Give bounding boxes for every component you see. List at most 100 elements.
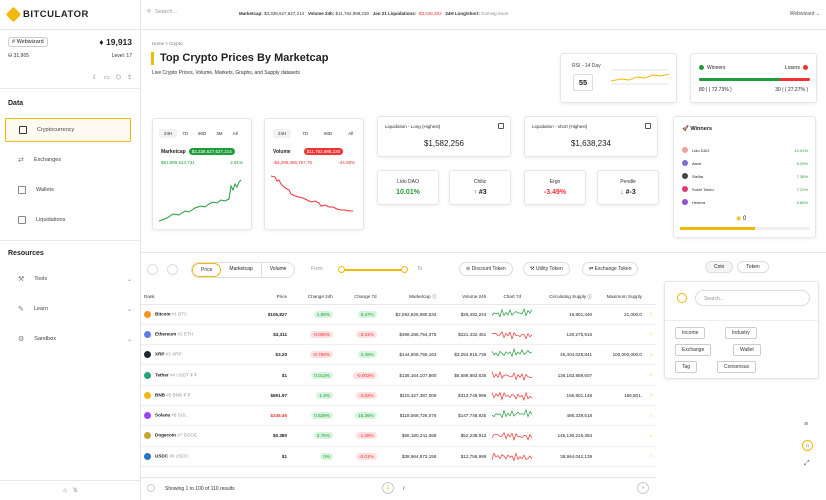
tag-tag[interactable]: Tag [675,361,698,373]
range-knob-max[interactable] [401,266,408,273]
share-icon[interactable]: ⇪ [126,75,132,81]
profile-tag[interactable]: # Webwizard [8,37,48,47]
tab-7d[interactable]: 7D [182,131,189,136]
range-knob-min[interactable] [338,266,345,273]
col-volume[interactable]: Volume 24h [439,290,490,305]
star-filter-icon[interactable] [147,264,158,275]
table-row[interactable]: BNB #5 BNB ₮ ₮ $691.97 1.3% -3.82% $115,327,… [141,385,656,406]
sidebar-item-tools[interactable]: ⚒ Tools [5,267,131,291]
refresh-icon[interactable] [167,264,178,275]
favorite-star-icon[interactable]: ☆ [644,446,656,467]
divider [665,320,820,321]
sidebar-item-exchanges[interactable]: ⇄ Exchanges [5,148,131,172]
panel-search-input[interactable]: Search... [695,290,810,306]
col-max-supply[interactable]: Maximum Supply [595,290,645,305]
tab-all[interactable]: All [348,131,354,136]
user-menu[interactable]: Webwizard ⌄ [790,11,820,17]
coin-cell[interactable]: Bitcoin #1 BTC [141,304,251,325]
sidebar-item-sandbox[interactable]: ⚙ Sandbox [5,327,131,351]
tab-90d[interactable]: 90D [198,131,207,136]
expand-icon[interactable]: ⤢ [804,460,810,467]
table-row[interactable]: Solana #6 SOL $245.46 0.539% 15.36% $118,568… [141,405,656,427]
next-page-button[interactable]: › [637,482,649,494]
col-marketcap[interactable]: Marketcap ⓘ [379,290,440,305]
favorite-star-icon[interactable]: ☆ [644,425,656,447]
coin-cell[interactable]: BNB #5 BNB ₮ ₮ [141,385,251,406]
sidebar-item-liquidations[interactable]: Liquidations [5,208,131,232]
coin-icon [144,412,151,420]
sidebar-item-wallets[interactable]: Wallets [5,178,131,202]
favorite-star-icon[interactable]: ☆ [644,405,656,427]
tab-90d[interactable]: 90D [324,131,333,136]
favorite-star-icon[interactable]: ☆ [644,304,656,325]
marketcap-cell: $38,964,973,158 [379,446,440,467]
coin-cell[interactable]: Tether #4 USDT ₮ ₮ [141,364,251,386]
x-icon[interactable]: 𝕏 [72,488,78,494]
tag-consensus[interactable]: Consensus [717,361,757,373]
col-change7d[interactable]: Change 7d [335,290,380,305]
list-icon[interactable]: ≡ [804,421,809,428]
chip-exchange-token[interactable]: ⇄ Exchange Token [582,262,639,276]
range-slider[interactable] [338,266,408,273]
cube-icon[interactable]: ⬡ [115,75,121,81]
moon-icon[interactable]: ☾ [92,75,99,81]
save-icon[interactable]: ▭ [104,75,110,81]
coin-cell[interactable]: XRP #3 XRP [141,344,251,366]
gift-icon[interactable]: ⌂ [802,440,813,451]
table-row[interactable]: XRP #3 XRP $3.20 -0.759% 2.46% $144,509,756,… [141,344,656,366]
table-row[interactable]: Tether #4 USDT ₮ ₮ $1 0.013% -0.002% $136,16… [141,364,656,386]
sidebar-item-cryptocurrency[interactable]: Cryptocurrency [5,118,131,142]
tag-industry[interactable]: Industry [725,327,757,339]
favorite-star-icon[interactable]: ☆ [644,324,656,346]
settings-icon[interactable] [147,484,155,492]
favorite-star-icon[interactable]: ☆ [644,364,656,386]
segment-price[interactable]: Price [192,263,222,277]
table-row[interactable]: Bitcoin #1 BTC $105,827 1.89% 5.47% $2,092,8… [141,304,656,325]
tag-income[interactable]: Income [675,327,706,339]
col-circ-supply[interactable]: Circulating Supply ⓘ [535,290,596,305]
tag-wallet[interactable]: Wallet [733,344,761,356]
table-row[interactable]: Ethereum #2 ETH $3,311 -0.005% -3.31% $398,2… [141,324,656,346]
favorite-star-icon[interactable]: ☆ [644,385,656,406]
tab-token[interactable]: Token [737,261,769,273]
tab-all[interactable]: All [232,131,238,136]
winner-row[interactable]: Stellar 7.38% [682,173,808,179]
tab-coin[interactable]: Coin [705,261,734,273]
logo[interactable]: BITCULATOR [5,6,89,23]
coin-cell[interactable]: Ethereum #2 ETH [141,324,251,346]
chevron-down-icon[interactable]: ⌄ [126,277,132,283]
coin-cell[interactable]: Dogecoin #7 DOGE [141,425,251,447]
tab-24h[interactable]: 24H [273,129,292,138]
page-input[interactable]: 1 [382,482,394,494]
chip-utility-token[interactable]: ⚒ Utility Token [523,262,570,276]
top-search[interactable]: ⚲ Search... [147,9,177,15]
segment-marketcap[interactable]: Marketcap [221,263,262,277]
chip-discount-token[interactable]: ⊘ Discount Token [459,262,513,276]
winner-row[interactable]: Hedera 5.65% [682,199,808,205]
segment-volume[interactable]: Volume [269,266,287,272]
filter-icon[interactable] [677,293,687,303]
calendar-icon[interactable] [645,123,651,129]
col-change24h[interactable]: Change 24h [290,290,336,305]
tab-3m[interactable]: 3M [216,131,223,136]
col-rank[interactable]: Rank [141,290,251,305]
table-row[interactable]: USDC #8 USDC $1 0% -0.01% $38,964,973,158 $12… [141,446,656,467]
chevron-down-icon[interactable]: ⌄ [126,307,132,313]
table-row[interactable]: Dogecoin #7 DOGE $0.380 3.76% -1.36% $55,180… [141,425,656,447]
winner-row[interactable]: Sushi Token 7.22% [682,186,808,192]
col-price[interactable]: Price [250,290,291,305]
coin-cell[interactable]: USDC #8 USDC [141,446,251,467]
chevron-down-icon[interactable]: ⌄ [126,337,132,343]
winner-row[interactable]: Lido DAO 10.01% [682,147,808,153]
discord-icon[interactable]: ⌂ [63,487,67,494]
tab-7d[interactable]: 7D [302,131,309,136]
calendar-icon[interactable] [498,123,504,129]
breadcrumb-home[interactable]: Home [152,41,165,46]
favorite-star-icon[interactable]: ☆ [644,344,656,366]
tab-24h[interactable]: 24H [159,129,178,138]
tag-exchange[interactable]: Exchange [675,344,712,356]
search-input[interactable]: Search... [155,9,178,15]
winner-row[interactable]: Aave 8.29% [682,160,808,166]
sidebar-item-learn[interactable]: ✎ Learn [5,297,131,321]
coin-cell[interactable]: Solana #6 SOL [141,405,251,427]
